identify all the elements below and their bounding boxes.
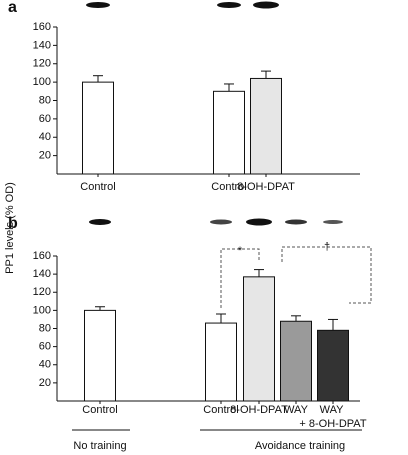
y-tick-label: 160 xyxy=(33,21,51,33)
y-tick-label: 80 xyxy=(39,322,51,334)
y-tick-label: 120 xyxy=(33,58,51,70)
bar xyxy=(82,81,114,175)
bar xyxy=(317,329,349,402)
y-tick-label: 40 xyxy=(39,131,51,143)
x-tick-label: WAY + 8-OH-DPAT xyxy=(299,404,366,430)
y-tick-label: 80 xyxy=(39,94,51,106)
x-tick-label: 8-OH-DPAT xyxy=(237,181,295,193)
y-tick-label: 140 xyxy=(33,39,51,51)
bar xyxy=(250,77,282,175)
annotation: † xyxy=(324,241,330,253)
y-tick-label: 60 xyxy=(39,113,51,125)
x-tick-label: Control xyxy=(211,181,246,193)
y-axis-label: PP1 levels (% OD) xyxy=(4,182,16,274)
bar xyxy=(243,276,275,402)
bar xyxy=(280,320,312,402)
panel-label: b xyxy=(8,215,18,232)
y-tick-label: 160 xyxy=(33,250,51,262)
bar xyxy=(84,309,116,402)
x-tick-label: 8-OH-DPAT xyxy=(230,404,288,416)
x-tick-label: Control xyxy=(203,404,238,416)
group-label: No training xyxy=(73,440,126,452)
annotation: * xyxy=(238,245,243,257)
bar xyxy=(205,322,237,402)
y-tick-label: 20 xyxy=(39,150,51,162)
x-tick-label: WAY xyxy=(284,404,308,416)
x-tick-label: Control xyxy=(82,404,117,416)
panel-label: a xyxy=(8,0,17,16)
x-tick-label: Control xyxy=(80,181,115,193)
group-label: Avoidance training xyxy=(255,440,345,452)
y-tick-label: 100 xyxy=(33,304,51,316)
y-tick-label: 100 xyxy=(33,76,51,88)
y-tick-label: 60 xyxy=(39,341,51,353)
y-tick-label: 140 xyxy=(33,268,51,280)
y-tick-label: 40 xyxy=(39,359,51,371)
y-tick-label: 120 xyxy=(33,286,51,298)
blot-bands xyxy=(86,1,343,226)
y-tick-label: 20 xyxy=(39,377,51,389)
significance-brackets xyxy=(220,246,372,308)
bar xyxy=(213,90,245,175)
